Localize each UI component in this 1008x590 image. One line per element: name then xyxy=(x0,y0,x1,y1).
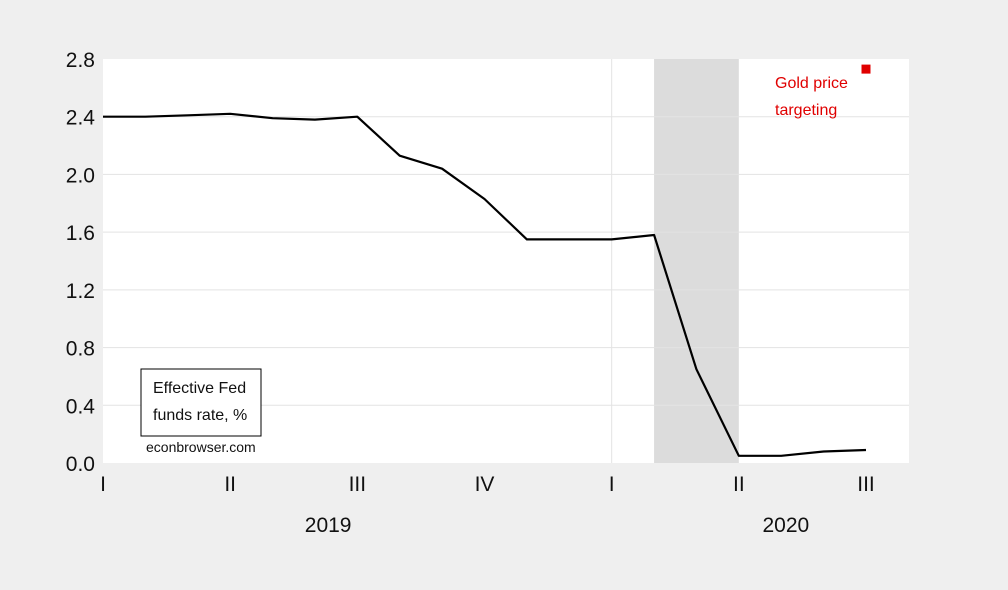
x-year-label: 2020 xyxy=(762,514,809,537)
x-tick-label: III xyxy=(857,473,875,496)
gold-price-marker xyxy=(861,64,871,74)
y-axis-ticks: 0.0 0.4 0.8 1.2 1.6 2.0 2.4 2.8 xyxy=(66,49,96,476)
line-layer xyxy=(103,112,867,457)
x-tick-label: II xyxy=(224,473,236,496)
y-tick-label: 0.8 xyxy=(66,338,95,361)
x-tick-label: IV xyxy=(475,473,495,496)
gold-price-annotation: Gold price targeting xyxy=(775,64,871,119)
y-tick-label: 2.0 xyxy=(66,164,95,187)
legend-line-2: funds rate, % xyxy=(153,407,247,424)
legend-box: Effective Fed funds rate, % xyxy=(140,368,262,437)
x-tick-label: I xyxy=(609,473,615,496)
y-tick-label: 0.0 xyxy=(66,453,95,476)
x-tick-label: I xyxy=(100,473,106,496)
recession-shade xyxy=(654,59,739,463)
x-tick-label: III xyxy=(349,473,367,496)
x-year-label: 2019 xyxy=(305,514,352,537)
annotation-line-2: targeting xyxy=(775,102,837,119)
y-tick-label: 2.8 xyxy=(66,49,95,72)
x-axis-years: 2019 2020 xyxy=(305,514,809,537)
legend-line-1: Effective Fed xyxy=(153,380,246,397)
shade-layer xyxy=(654,59,739,463)
x-axis-ticks: I II III IV I II III xyxy=(100,473,875,496)
y-tick-label: 2.4 xyxy=(66,107,96,130)
legend-frame xyxy=(140,368,262,437)
series-line-fed-funds xyxy=(103,112,867,457)
annotation-line-1: Gold price xyxy=(775,75,848,92)
y-tick-label: 0.4 xyxy=(66,395,96,418)
y-tick-label: 1.6 xyxy=(66,222,95,245)
y-tick-label: 1.2 xyxy=(66,280,95,303)
x-tick-label: II xyxy=(733,473,745,496)
source-note: econbrowser.com xyxy=(146,439,256,455)
